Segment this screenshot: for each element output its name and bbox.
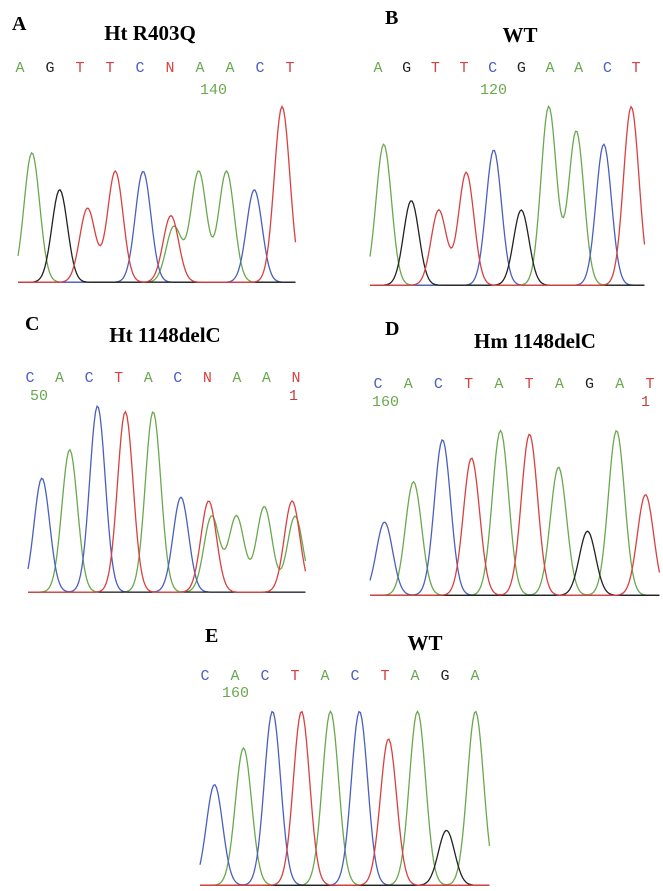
base-call: A: [225, 60, 234, 77]
trace: [28, 412, 306, 592]
trace: [28, 412, 306, 592]
base-call: A: [494, 376, 503, 393]
base-call: A: [555, 376, 564, 393]
base-call: A: [615, 376, 624, 393]
trace: [370, 440, 660, 595]
base-call: T: [114, 370, 123, 387]
base-call: T: [105, 60, 114, 77]
base-call: A: [55, 370, 64, 387]
position-number: 160: [222, 685, 249, 702]
trace: [200, 831, 490, 886]
base-call: A: [574, 60, 583, 77]
trace: [200, 711, 490, 885]
base-call: A: [15, 60, 24, 77]
base-call: T: [75, 60, 84, 77]
base-call: G: [585, 376, 594, 393]
base-call: N: [165, 60, 174, 77]
position-number: 140: [200, 82, 227, 99]
trace: [200, 712, 490, 886]
panel-title: WT: [502, 23, 537, 47]
base-call: A: [232, 370, 241, 387]
position-number: 50: [30, 388, 48, 405]
panel-title: WT: [407, 631, 442, 655]
panel-letter: C: [25, 313, 39, 335]
base-call: T: [645, 376, 654, 393]
base-call: A: [470, 668, 479, 685]
panel-title: Hm 1148delC: [474, 329, 596, 353]
base-call: C: [260, 668, 269, 685]
trace: [370, 144, 645, 285]
panel-letter: B: [385, 7, 398, 29]
position-number: 1: [641, 394, 650, 411]
panel-title: Ht 1148delC: [109, 323, 220, 347]
base-call: A: [195, 60, 204, 77]
base-call: T: [525, 376, 534, 393]
base-call: A: [404, 376, 413, 393]
base-call: C: [173, 370, 182, 387]
base-call: T: [459, 60, 468, 77]
trace: [18, 153, 296, 282]
base-call: T: [285, 60, 294, 77]
base-call: A: [373, 60, 382, 77]
base-call: N: [203, 370, 212, 387]
panel-letter: E: [205, 625, 218, 647]
base-call: A: [230, 668, 239, 685]
base-call: T: [380, 668, 389, 685]
base-call: N: [291, 370, 300, 387]
base-call: A: [410, 668, 419, 685]
trace: [18, 172, 296, 283]
base-call: C: [200, 668, 209, 685]
base-call: A: [545, 60, 554, 77]
trace: [370, 201, 645, 285]
position-number: 120: [480, 82, 507, 99]
base-call: G: [45, 60, 54, 77]
base-call: G: [402, 60, 411, 77]
base-call: C: [603, 60, 612, 77]
base-call: A: [320, 668, 329, 685]
base-call: C: [434, 376, 443, 393]
base-call: A: [144, 370, 153, 387]
base-call: G: [517, 60, 526, 77]
base-call: T: [464, 376, 473, 393]
base-call: T: [631, 60, 640, 77]
panel-title: Ht R403Q: [104, 21, 196, 45]
base-call: C: [255, 60, 264, 77]
base-call: C: [373, 376, 382, 393]
panel-letter: A: [12, 13, 27, 35]
trace: [200, 712, 490, 886]
base-call: C: [25, 370, 34, 387]
trace: [370, 431, 660, 596]
figure: A Ht R403Q A G T T C N A A C T 140 B WT A G T T C G A A C T 120 C H…: [0, 0, 663, 891]
trace: [28, 406, 306, 592]
base-call: C: [488, 60, 497, 77]
base-call: C: [135, 60, 144, 77]
base-call: T: [290, 668, 299, 685]
panel-letter: D: [385, 318, 399, 340]
base-call: A: [262, 370, 271, 387]
base-call: C: [85, 370, 94, 387]
base-call: C: [350, 668, 359, 685]
position-number: 160: [372, 394, 399, 411]
trace: [370, 435, 660, 596]
position-number: 1: [289, 388, 298, 405]
base-call: G: [440, 668, 449, 685]
base-call: T: [431, 60, 440, 77]
